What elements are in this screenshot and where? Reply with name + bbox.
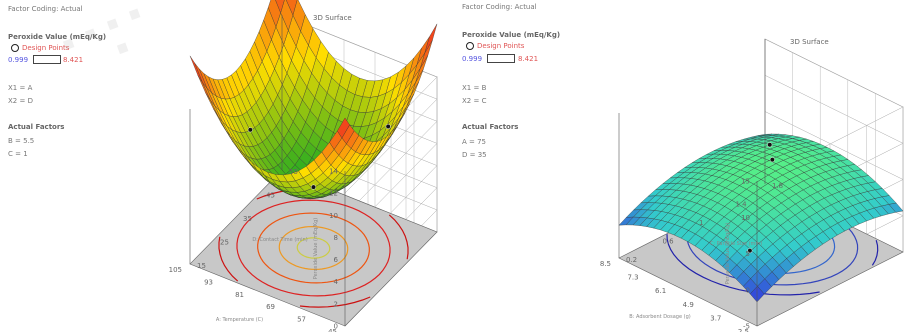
x-tick-label: 57	[297, 316, 306, 324]
response-label: Peroxide Value (mEq/Kg)	[8, 33, 107, 41]
design-point	[310, 184, 317, 190]
surface-plot-1: 0 2 4 6 8 10 12 14 45 57 69 81 93 105 15 25 35 45 55 A: Tem…	[169, 0, 438, 332]
y-tick-label: 0.2	[626, 256, 637, 264]
y-tick-label: 0.6	[663, 238, 675, 246]
contour-line	[686, 219, 859, 286]
actual-factor-2: D = 35	[462, 151, 487, 159]
y-axis-label: C: Particle Size (mm)	[710, 241, 762, 247]
y-tick-label: 1	[699, 219, 703, 227]
z-tick-label: 5	[746, 250, 750, 258]
y-axis-label: D: Contact Time (min)	[252, 237, 307, 243]
surface-panel-2: Factor Coding: Actual 3D Surface Peroxid…	[454, 0, 907, 332]
contour-line	[299, 296, 371, 308]
z-tick-label: 6	[334, 256, 339, 264]
factor-x1: X1 = A	[8, 84, 33, 92]
chart-title: 3D Surface	[313, 14, 352, 22]
z-tick-label: 10	[741, 214, 750, 222]
z-tick-label: -5	[743, 323, 750, 331]
x-tick-label: 4.9	[683, 301, 694, 309]
x-axis-label: B: Adsorbent Dosage (g)	[629, 314, 690, 320]
z-tick-label: 0	[334, 323, 338, 331]
z-axis-label: Peroxide Value (mEq/Kg)	[313, 218, 319, 280]
factor-coding-label: Factor Coding: Actual	[462, 3, 537, 11]
design-point-legend-icon	[11, 44, 19, 52]
actual-factors-heading: Actual Factors	[462, 123, 519, 131]
range-low-value: 0.999	[462, 55, 483, 63]
design-point-legend-icon	[466, 42, 474, 50]
design-point	[247, 127, 253, 133]
x-tick-label: 2.5	[738, 328, 749, 332]
actual-factor-2: C = 1	[8, 150, 28, 158]
contour-line	[666, 234, 820, 296]
contour-line	[278, 225, 349, 271]
x-tick-label: 3.7	[710, 314, 721, 322]
range-swatch	[33, 55, 61, 64]
contour-line	[871, 240, 879, 266]
x-tick-label: 8.5	[600, 260, 611, 268]
y-tick-label: 1.8	[772, 182, 783, 190]
design-point	[385, 123, 391, 130]
x-tick-label: 93	[204, 278, 213, 286]
design-point	[767, 142, 773, 148]
factor-x2: X2 = C	[462, 97, 487, 105]
range-high-value: 8.421	[63, 56, 84, 64]
factor-x2: X2 = D	[8, 97, 33, 105]
y-tick-label: 1.4	[736, 201, 748, 209]
contour-line	[257, 212, 370, 284]
range-swatch	[487, 54, 515, 63]
design-point	[769, 157, 775, 163]
actual-factor-1: B = 5.5	[8, 137, 35, 145]
range-low-value: 0.999	[8, 56, 29, 64]
z-tick-label: 2	[334, 300, 338, 308]
surface-cell	[618, 216, 634, 226]
x-tick-label: 69	[266, 303, 275, 311]
design-points-label: Design Points	[22, 44, 70, 52]
y-tick-label: 55	[289, 168, 298, 176]
surface-cell	[424, 23, 438, 54]
corner-watermark	[62, 8, 141, 55]
chart-title: 3D Surface	[790, 38, 829, 46]
x-tick-label: 105	[169, 266, 182, 274]
design-point	[747, 248, 753, 254]
y-tick-label: 25	[220, 239, 229, 247]
surface-plot-2: -5 0 5 10 15 2.5 3.7 4.9 6.1 7.3 8.5 0.2 0.6 1 1.4 1.8 B…	[600, 38, 904, 332]
surface-panel-1: Factor Coding: Actual 3D Surface Peroxid…	[8, 0, 438, 332]
z-tick-label: 10	[329, 212, 338, 220]
factor-x1: X1 = B	[462, 84, 487, 92]
z-tick-label: 14	[329, 168, 338, 176]
z-tick-label: 8	[334, 234, 338, 242]
x-tick-label: 45	[328, 328, 337, 332]
contour-line	[218, 236, 239, 282]
range-high-value: 8.421	[518, 55, 539, 63]
x-tick-label: 81	[235, 291, 244, 299]
contour-line	[388, 214, 409, 260]
y-tick-label: 35	[243, 215, 252, 223]
actual-factors-heading: Actual Factors	[8, 123, 65, 131]
factor-coding-label: Factor Coding: Actual	[8, 5, 83, 13]
contour-line	[236, 199, 391, 297]
z-tick-label: 0	[746, 286, 750, 294]
x-tick-label: 7.3	[627, 274, 638, 282]
y-tick-label: 45	[266, 192, 275, 200]
response-label: Peroxide Value (mEq/Kg)	[462, 31, 561, 39]
design-points-label: Design Points	[477, 42, 525, 50]
z-tick-label: 4	[334, 278, 339, 286]
surface-cell	[189, 55, 203, 83]
contour-line	[296, 237, 331, 259]
x-tick-label: 6.1	[655, 287, 666, 295]
actual-factor-1: A = 75	[462, 138, 487, 146]
z-tick-label: 15	[741, 178, 750, 186]
y-tick-label: 15	[197, 262, 206, 270]
z-axis-label: Peroxide Value (mEq/Kg)	[725, 223, 731, 285]
surface-mesh	[189, 0, 438, 199]
x-axis-label: A: Temperature (C)	[216, 317, 263, 323]
z-tick-label: 12	[329, 190, 338, 198]
